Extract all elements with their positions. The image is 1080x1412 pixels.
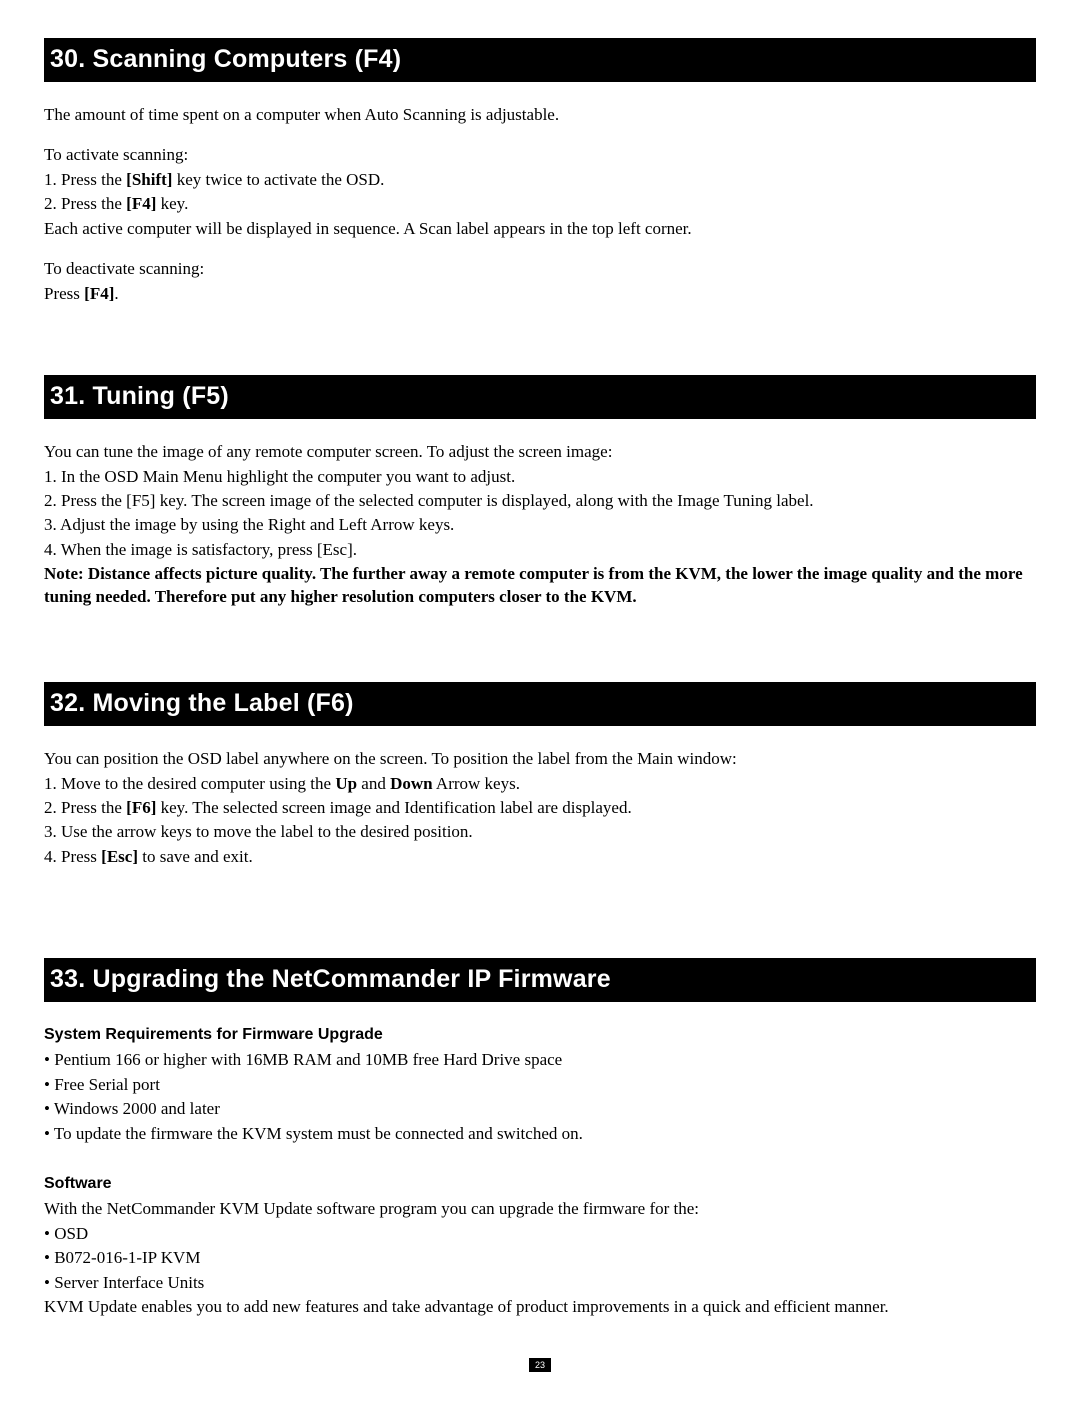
paragraph: • Windows 2000 and later [44,1098,1036,1120]
paragraph: Each active computer will be displayed i… [44,218,1036,240]
section-body: You can position the OSD label anywhere … [44,748,1036,868]
section-header: 31. Tuning (F5) [44,375,1036,419]
section-body: System Requirements for Firmware Upgrade… [44,1024,1036,1318]
section-body: You can tune the image of any remote com… [44,441,1036,608]
paragraph: 1. Press the [Shift] key twice to activa… [44,169,1036,191]
paragraph: You can tune the image of any remote com… [44,441,1036,463]
document-page: 30. Scanning Computers (F4) The amount of… [0,0,1080,1412]
paragraph: You can position the OSD label anywhere … [44,748,1036,770]
paragraph: • To update the firmware the KVM system … [44,1123,1036,1145]
paragraph: 3. Use the arrow keys to move the label … [44,821,1036,843]
paragraph: KVM Update enables you to add new featur… [44,1296,1036,1318]
subheading: System Requirements for Firmware Upgrade [44,1024,1036,1045]
section-gap [44,886,1036,958]
paragraph: • Free Serial port [44,1074,1036,1096]
page-number: 23 [529,1358,551,1372]
paragraph: 2. Press the [F5] key. The screen image … [44,490,1036,512]
paragraph: Press [F4]. [44,283,1036,305]
paragraph: • Pentium 166 or higher with 16MB RAM an… [44,1049,1036,1071]
paragraph: 4. When the image is satisfactory, press… [44,539,1036,561]
paragraph: • B072-016-1-IP KVM [44,1247,1036,1269]
section-gap [44,323,1036,375]
section-body: The amount of time spent on a computer w… [44,104,1036,305]
spacer [44,242,1036,258]
paragraph: • Server Interface Units [44,1272,1036,1294]
section-gap [44,626,1036,682]
spacer [44,128,1036,144]
paragraph: To activate scanning: [44,144,1036,166]
paragraph: With the NetCommander KVM Update softwar… [44,1198,1036,1220]
section-header: 32. Moving the Label (F6) [44,682,1036,726]
section-header: 33. Upgrading the NetCommander IP Firmwa… [44,958,1036,1002]
paragraph: The amount of time spent on a computer w… [44,104,1036,126]
paragraph: 3. Adjust the image by using the Right a… [44,514,1036,536]
spacer [44,1147,1036,1161]
paragraph: • OSD [44,1223,1036,1245]
paragraph: 1. In the OSD Main Menu highlight the co… [44,466,1036,488]
subheading: Software [44,1173,1036,1194]
paragraph: 4. Press [Esc] to save and exit. [44,846,1036,868]
paragraph: 2. Press the [F4] key. [44,193,1036,215]
paragraph: To deactivate scanning: [44,258,1036,280]
paragraph: Note: Distance affects picture quality. … [44,563,1036,608]
paragraph: 1. Move to the desired computer using th… [44,773,1036,795]
section-header: 30. Scanning Computers (F4) [44,38,1036,82]
paragraph: 2. Press the [F6] key. The selected scre… [44,797,1036,819]
